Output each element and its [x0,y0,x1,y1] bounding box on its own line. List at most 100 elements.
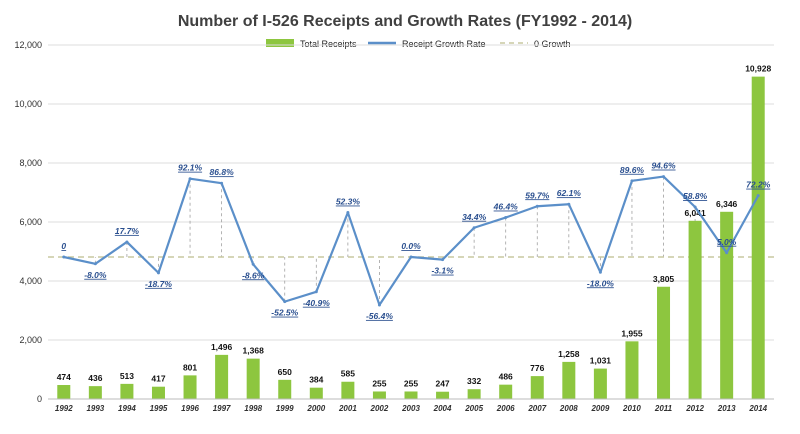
bar-label: 1,955 [621,328,643,338]
growth-rate-point [283,300,287,304]
growth-rate-point [662,175,666,179]
growth-rate-line [62,175,760,307]
bar-label: 513 [120,371,134,381]
chart-title: Number of I-526 Receipts and Growth Rate… [178,13,632,30]
growth-rate-label: 59.7% [525,190,550,200]
bar-labels: 474 436 513 417 801 1,496 1,368 650 384 585 255 255… [57,64,772,389]
bar-label: 6,041 [684,208,706,218]
bar-label: 255 [372,378,386,388]
growth-rate-point [693,205,697,209]
bar [151,386,165,399]
growth-rate-point [220,181,224,185]
growth-rate-point [598,270,602,274]
x-tick-label: 1996 [181,404,199,413]
x-tick-label: 2014 [748,404,767,413]
bar [751,76,765,400]
x-tick-label: 2002 [370,404,389,413]
bar-label: 332 [467,376,481,386]
bar-label: 3,805 [653,274,675,284]
growth-rate-label: 89.6% [620,165,645,175]
x-tick-label: 2011 [654,404,673,413]
growth-rate-point [125,240,129,244]
growth-rate-label: -8.0% [84,270,107,280]
bar-label: 486 [499,372,513,382]
legend-label-growth-rate: Receipt Growth Rate [402,39,486,49]
growth-rate-label: -18.7% [145,279,172,289]
growth-rate-label: 92.1% [178,163,203,173]
y-tick-label: 12,000 [14,40,42,50]
bar [467,389,481,399]
bar-label: 255 [404,378,418,388]
growth-rate-label: 46.4% [493,202,519,212]
x-tick-label: 2009 [590,404,609,413]
x-tick-label: 2001 [338,404,357,413]
growth-rate-label: -8.6% [242,270,265,280]
growth-rate-point [314,290,318,294]
bar [562,361,576,399]
bar-label: 436 [88,373,102,383]
bar [688,220,702,399]
bar-label: 776 [530,363,544,373]
bars [57,76,765,400]
bar [499,384,513,399]
bar [309,387,323,399]
growth-rate-point [504,216,508,220]
x-tick-label: 1997 [213,404,231,413]
bar [372,391,386,399]
x-tick-label: 2013 [717,404,736,413]
growth-rate-point [535,204,539,208]
x-tick-label: 2005 [464,404,483,413]
bar [341,381,355,399]
bar [657,286,671,399]
bar [278,379,292,399]
growth-rate-label: 0.0% [401,241,421,251]
growth-rate-point [441,258,445,262]
bar [593,368,607,399]
growth-rate-point [62,255,66,259]
legend-label-zero-growth: 0 Growth [534,39,571,49]
bar [404,391,418,399]
x-tick-label: 1998 [244,404,262,413]
legend: Total Receipts Receipt Growth Rate 0 Growt… [266,39,571,49]
growth-rate-point [156,271,160,275]
legend-label-total-receipts: Total Receipts [300,39,357,49]
legend-swatch-total-receipts [266,39,294,47]
growth-rate-label: 58.8% [683,191,708,201]
growth-rate-point [346,211,350,215]
growth-rate-labels: 0 -8.0% 17.7% -18.7% 92.1% 86.8% -8.6% -52.5% -4… [61,161,770,321]
bar-label: 1,258 [558,349,580,359]
y-tick-label: 10,000 [14,99,42,109]
growth-rate-point [756,194,760,198]
x-tick-label: 2007 [527,404,546,413]
x-tick-label: 2010 [622,404,641,413]
growth-rate-label: 62.1% [557,188,582,198]
growth-rate-label: 52.3% [336,197,361,207]
growth-rate-label: 34.4% [462,212,487,222]
growth-rate-label: -52.5% [271,308,298,318]
x-tick-label: 1995 [150,404,168,413]
growth-rate-point [251,262,255,266]
bar-label: 1,031 [590,356,612,366]
growth-rate-point [188,177,192,181]
y-tick-label: 4,000 [19,276,42,286]
growth-rate-label: 17.7% [115,226,140,236]
bar-label: 417 [151,374,165,384]
bar [57,385,71,399]
bar-label: 384 [309,375,323,385]
x-tick-label: 2003 [401,404,420,413]
y-tick-label: 8,000 [19,158,42,168]
x-tick-label: 1992 [55,404,73,413]
bar [183,375,197,399]
x-tick-label: 2008 [559,404,578,413]
bar-label: 585 [341,369,355,379]
bar [246,358,260,399]
bar [720,211,734,399]
bar [436,391,450,399]
bar-label: 801 [183,362,197,372]
bar-label: 1,496 [211,342,233,352]
growth-rate-label: -56.4% [366,311,393,321]
y-tick-label: 2,000 [19,335,42,345]
growth-rate-point [93,262,97,266]
x-tick-label: 2004 [433,404,452,413]
